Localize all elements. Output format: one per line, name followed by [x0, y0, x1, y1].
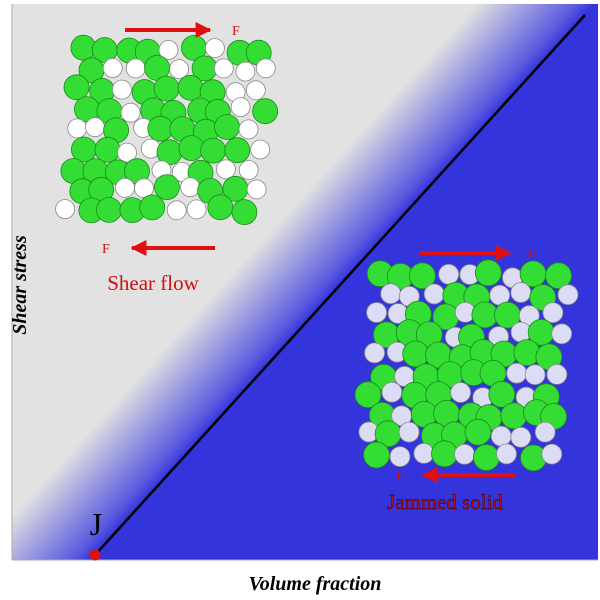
large-particle — [153, 174, 180, 201]
small-particle — [112, 79, 132, 100]
small-particle — [364, 342, 386, 364]
small-particle — [250, 139, 271, 160]
small-particle — [506, 362, 528, 384]
large-particle — [402, 340, 430, 368]
small-particle — [120, 102, 141, 123]
small-particle — [389, 446, 411, 468]
small-particle — [213, 58, 234, 79]
large-particle — [474, 259, 502, 287]
small-particle — [238, 160, 259, 180]
small-particle — [524, 364, 546, 386]
small-particle — [438, 263, 460, 285]
large-particle — [464, 418, 492, 446]
large-particle — [139, 194, 166, 221]
small-particle — [169, 59, 190, 79]
small-particle — [230, 97, 251, 117]
large-particle — [545, 262, 572, 290]
large-particle — [431, 440, 458, 468]
small-particle — [557, 284, 579, 306]
small-particle — [235, 61, 256, 82]
small-particle — [117, 142, 137, 163]
small-particle — [204, 38, 225, 58]
x-axis-label: Volume fraction — [249, 573, 382, 595]
large-particle — [147, 115, 174, 142]
small-particle — [454, 443, 475, 465]
small-particle — [55, 199, 75, 220]
jamming-point-dot — [89, 549, 101, 561]
large-particle — [178, 135, 205, 162]
small-particle — [380, 283, 402, 305]
small-particle — [542, 302, 564, 324]
small-particle — [166, 200, 187, 221]
force-label: F — [528, 247, 536, 262]
small-particle — [102, 58, 123, 78]
large-particle — [488, 380, 516, 408]
region-label: Jammed solid — [387, 490, 504, 514]
small-particle — [85, 117, 105, 138]
small-particle — [510, 282, 532, 303]
jamming-point-label: J — [90, 506, 102, 542]
large-particle — [231, 199, 258, 226]
small-particle — [534, 421, 556, 443]
small-particle — [255, 58, 276, 79]
large-particle — [472, 444, 500, 471]
region-label: Shear flow — [107, 271, 199, 295]
large-particle — [207, 194, 234, 221]
small-particle — [450, 382, 472, 403]
small-particle — [180, 177, 201, 198]
small-particle — [496, 443, 517, 465]
jamming-line — [94, 14, 586, 556]
force-label: F — [396, 469, 404, 484]
small-particle — [158, 40, 179, 60]
small-particle — [238, 119, 259, 140]
small-particle — [125, 58, 146, 79]
small-particle — [215, 159, 236, 180]
small-particle — [551, 323, 573, 345]
large-particle — [94, 136, 121, 163]
large-particle — [96, 196, 122, 223]
large-particle — [252, 98, 279, 125]
small-particle — [423, 283, 445, 305]
large-particle — [408, 262, 436, 290]
small-particle — [541, 443, 563, 465]
large-particle — [471, 301, 499, 329]
small-particle — [115, 177, 135, 198]
particles — [55, 34, 579, 472]
small-particle — [366, 302, 388, 323]
small-particle — [246, 179, 267, 200]
force-label: F — [232, 24, 240, 39]
large-particle — [153, 75, 180, 102]
small-particle — [510, 426, 532, 448]
small-particle — [398, 421, 420, 443]
small-particle — [381, 381, 403, 403]
large-particle — [224, 137, 251, 164]
small-particle — [546, 363, 568, 385]
small-particle — [518, 305, 540, 326]
large-particle — [200, 137, 227, 164]
large-particle — [177, 74, 204, 101]
small-particle — [186, 199, 207, 220]
force-label: F — [102, 242, 110, 257]
large-particle — [63, 74, 90, 101]
large-particle — [354, 381, 382, 409]
small-particle — [413, 442, 435, 464]
large-particle — [214, 114, 240, 140]
small-particle — [245, 80, 266, 101]
small-particle — [67, 118, 88, 139]
large-particle — [500, 402, 528, 430]
y-axis-label: Shear stress — [9, 235, 31, 335]
small-particle — [490, 425, 512, 447]
large-particle — [513, 339, 541, 367]
large-particle — [363, 441, 390, 469]
